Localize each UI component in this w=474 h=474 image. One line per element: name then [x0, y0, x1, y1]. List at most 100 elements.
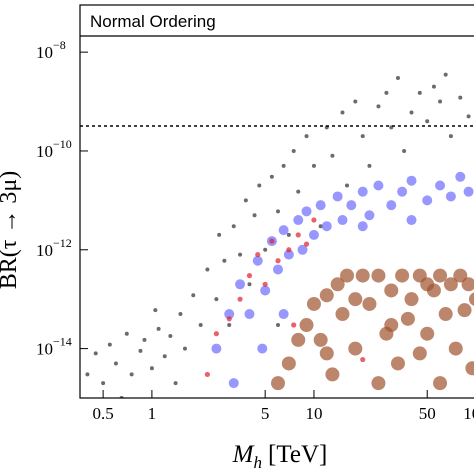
- point: [465, 361, 474, 376]
- y-tick-exponent: −14: [53, 335, 72, 349]
- point: [367, 163, 372, 168]
- point: [355, 268, 370, 283]
- point: [291, 148, 296, 153]
- point: [455, 171, 466, 182]
- point: [371, 376, 386, 391]
- point: [213, 331, 219, 337]
- y-tick-label: 10−10: [36, 137, 72, 161]
- point: [315, 200, 326, 211]
- point: [257, 343, 268, 354]
- point: [406, 175, 417, 186]
- point: [466, 114, 471, 119]
- point: [438, 99, 443, 104]
- point: [286, 232, 291, 237]
- point: [330, 153, 335, 158]
- point: [244, 309, 255, 320]
- point: [325, 367, 340, 382]
- point: [296, 189, 301, 194]
- point: [330, 277, 345, 292]
- x-tick-label: 10: [305, 404, 322, 423]
- point: [107, 342, 112, 347]
- point: [406, 215, 417, 226]
- point: [420, 277, 435, 292]
- point: [348, 292, 363, 307]
- point: [271, 376, 285, 391]
- point: [395, 75, 400, 80]
- point: [438, 307, 453, 322]
- point: [291, 322, 297, 328]
- point: [353, 99, 358, 104]
- point: [357, 221, 368, 232]
- y-tick-exponent: −10: [53, 137, 72, 151]
- point: [263, 247, 268, 252]
- point: [297, 244, 308, 255]
- y-tick-exponent: −8: [53, 38, 66, 52]
- x-tick-label: 0.5: [92, 404, 113, 423]
- point: [275, 258, 281, 264]
- point: [228, 378, 239, 389]
- point: [93, 351, 98, 356]
- point: [311, 163, 316, 168]
- x-tick-label: 5: [261, 404, 270, 423]
- point: [237, 296, 243, 302]
- point: [420, 326, 435, 341]
- point: [142, 337, 147, 342]
- annotation: Normal Ordering: [90, 12, 216, 31]
- point: [390, 356, 405, 371]
- point: [238, 252, 243, 257]
- x-axis-label: Mh [TeV]: [232, 441, 328, 472]
- y-tick-label: 10−14: [36, 335, 72, 359]
- point: [433, 268, 448, 283]
- x-label-symbol: M: [232, 441, 255, 468]
- point: [278, 225, 289, 236]
- point: [224, 309, 235, 320]
- point: [257, 183, 262, 188]
- x-label-unit: [TeV]: [268, 441, 327, 468]
- point: [337, 215, 348, 226]
- point: [231, 224, 236, 229]
- point: [384, 283, 399, 298]
- point: [397, 186, 408, 197]
- point: [376, 104, 381, 109]
- point: [273, 264, 283, 275]
- point: [252, 213, 257, 218]
- point: [178, 312, 183, 317]
- point: [357, 186, 368, 197]
- point: [149, 366, 154, 371]
- point: [227, 323, 232, 328]
- point: [318, 224, 323, 229]
- x-label-subscript: h: [254, 453, 263, 472]
- point: [469, 292, 474, 306]
- point: [211, 343, 222, 354]
- point: [463, 186, 474, 197]
- point: [269, 174, 274, 179]
- point: [386, 200, 397, 211]
- y-tick-base: 10: [36, 241, 53, 260]
- x-tick-label: 50: [419, 404, 436, 423]
- point: [457, 303, 472, 318]
- x-tick-label: 1: [148, 404, 157, 423]
- point: [458, 95, 463, 100]
- point: [400, 311, 415, 326]
- point: [340, 110, 345, 115]
- point: [332, 191, 343, 202]
- point: [409, 110, 414, 115]
- point: [204, 371, 210, 378]
- point: [255, 251, 261, 258]
- point: [243, 198, 248, 203]
- point: [262, 281, 268, 287]
- point: [153, 308, 158, 313]
- point: [362, 296, 377, 311]
- y-tick-base: 10: [36, 43, 53, 62]
- point: [269, 238, 275, 244]
- point: [85, 372, 90, 377]
- point: [276, 209, 280, 214]
- point: [124, 331, 129, 336]
- x-tick-label: 100: [463, 404, 474, 423]
- point: [168, 333, 173, 338]
- point: [293, 215, 304, 226]
- point: [299, 318, 314, 333]
- point: [286, 247, 292, 253]
- point: [395, 268, 410, 283]
